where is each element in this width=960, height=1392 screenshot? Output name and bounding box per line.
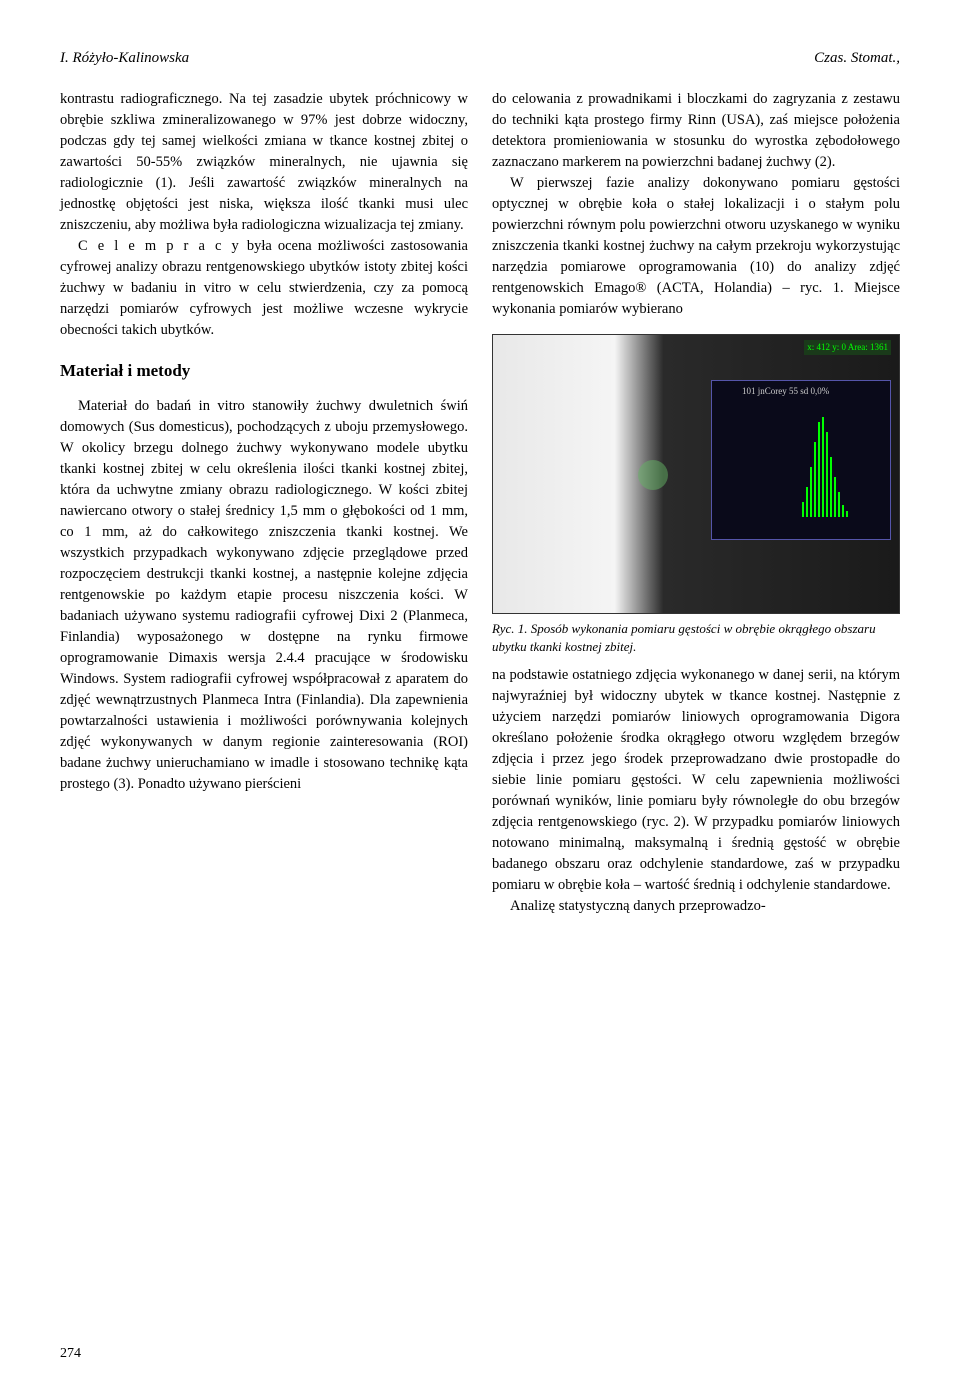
figure-1-caption: Ryc. 1. Sposób wykonania pomiaru gęstośc… <box>492 620 900 656</box>
left-column: kontrastu radiograficznego. Na tej zasad… <box>60 89 468 917</box>
page-header: I. Różyło-Kalinowska Czas. Stomat., <box>60 50 900 67</box>
right-para-2: W pierwszej fazie analizy dokonywano pom… <box>492 173 900 320</box>
page-number: 274 <box>60 1346 81 1362</box>
inset-text: 101 jnCorey 55 sd 0,0% <box>742 385 829 398</box>
right-para-1: do celowania z prowadnikami i bloczkami … <box>492 89 900 173</box>
right-para-3: na podstawie ostatniego zdjęcia wykonane… <box>492 665 900 896</box>
content-columns: kontrastu radiograficznego. Na tej zasad… <box>60 89 900 917</box>
figure-1: x: 412 y: 0 Area: 1361 101 jnCorey 55 sd… <box>492 334 900 656</box>
right-para-4: Analizę statystyczną danych przeprowadzo… <box>492 896 900 917</box>
section-title-material: Materiał i metody <box>60 359 468 384</box>
figure-1-image: x: 412 y: 0 Area: 1361 101 jnCorey 55 sd… <box>492 334 900 614</box>
left-para-2: C e l e m p r a c y była ocena możliwośc… <box>60 236 468 341</box>
left-para-3: Materiał do badań in vitro stanowiły żuc… <box>60 396 468 795</box>
right-column: do celowania z prowadnikami i bloczkami … <box>492 89 900 917</box>
histogram-inset: 101 jnCorey 55 sd 0,0% <box>711 380 891 540</box>
header-author: I. Różyło-Kalinowska <box>60 50 189 67</box>
cel-pracy: C e l e m p r a c y <box>78 238 241 254</box>
header-journal: Czas. Stomat., <box>814 50 900 67</box>
coords-label: x: 412 y: 0 Area: 1361 <box>804 340 891 355</box>
histogram-icon <box>732 417 872 517</box>
left-para-1: kontrastu radiograficznego. Na tej zasad… <box>60 89 468 236</box>
measurement-circle-icon <box>638 460 668 490</box>
